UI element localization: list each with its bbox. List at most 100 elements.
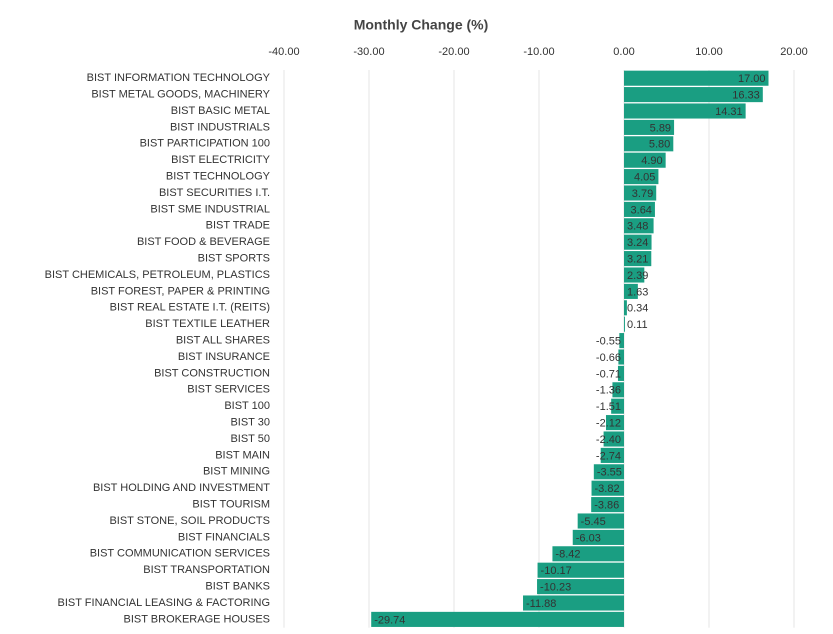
y-tick-label: BIST TOURISM [192,499,270,511]
data-label: 3.48 [627,221,648,233]
y-tick-label: BIST 30 [230,417,270,429]
data-label: -10.17 [541,565,572,577]
y-tick-label: BIST 100 [224,400,270,412]
y-tick-label: BIST METAL GOODS, MACHINERY [91,89,270,101]
y-tick-label: BIST SECURITIES I.T. [159,187,270,199]
data-label: -5.45 [581,516,606,528]
bar [593,464,624,480]
x-tick-label: -10.00 [523,46,554,58]
data-label: 16.33 [732,90,760,102]
x-tick-label: 10.00 [695,46,723,58]
data-label: 1.63 [627,286,648,298]
data-label: 3.21 [627,254,648,266]
bar [591,480,624,496]
y-tick-label: BIST REAL ESTATE I.T. (REITS) [110,302,270,314]
y-tick-label: BIST TECHNOLOGY [166,171,271,183]
data-label: 14.31 [715,106,743,118]
bar [624,283,638,299]
y-tick-label: BIST BROKERAGE HOUSES [123,613,270,625]
bar [537,579,624,595]
y-tick-label: BIST INSURANCE [178,351,270,363]
y-tick-label: BIST COMMUNICATION SERVICES [90,548,270,560]
bar [624,169,659,185]
data-label: 3.24 [627,237,648,249]
data-label: 5.89 [650,122,671,134]
y-tick-label: BIST HOLDING AND INVESTMENT [93,482,270,494]
bar [577,513,624,529]
y-tick-label: BIST BANKS [205,581,270,593]
bar [624,136,674,152]
data-label: 0.34 [627,303,648,315]
data-label: -2.40 [596,434,621,446]
x-tick-label: -30.00 [353,46,384,58]
bar [572,529,624,545]
bar [619,333,624,349]
data-label: 3.64 [631,204,652,216]
bar [624,300,627,316]
data-label: -3.86 [594,500,619,512]
y-tick-label: BIST TRANSPORTATION [143,564,270,576]
y-tick-label: BIST 50 [230,433,270,445]
data-label: -3.82 [595,483,620,495]
data-label: 2.39 [627,270,648,282]
x-tick-label: 0.00 [613,46,634,58]
bar [624,70,769,86]
bar [624,316,625,332]
y-tick-label: BIST PARTICIPATION 100 [140,138,270,150]
bar [624,152,666,168]
data-label: 17.00 [738,73,766,85]
data-label: 5.80 [649,139,670,151]
y-tick-label: BIST TEXTILE LEATHER [145,318,270,330]
chart-title: Monthly Change (%) [354,17,489,33]
bar [617,365,624,381]
y-tick-label: BIST INDUSTRIALS [170,121,270,133]
data-label: -11.88 [526,598,556,610]
y-tick-label: BIST SME INDUSTRIAL [150,203,270,215]
y-tick-label: BIST BASIC METAL [171,105,270,117]
bar [523,595,624,611]
bar [537,562,624,578]
y-tick-label: BIST SPORTS [198,253,270,265]
bar [591,497,624,513]
bar [624,185,657,201]
y-tick-label: BIST FOREST, PAPER & PRINTING [91,285,270,297]
data-label: -8.42 [555,549,580,561]
data-label: -1.51 [596,401,621,413]
bar [552,546,624,562]
bar [624,267,645,283]
y-tick-label: BIST STONE, SOIL PRODUCTS [109,515,270,527]
y-tick-label: BIST ALL SHARES [176,335,270,347]
data-label: -2.12 [596,418,621,430]
data-label: -0.71 [596,368,621,380]
bar [624,251,652,267]
bar [624,103,746,119]
data-label: 4.05 [634,172,655,184]
bar [624,201,655,217]
data-label: 4.90 [641,155,662,167]
bar [603,431,624,447]
data-label: -10.23 [540,582,571,594]
y-tick-label: BIST ELECTRICITY [171,154,270,166]
bar [618,349,624,365]
y-tick-label: BIST SERVICES [187,384,270,396]
x-tick-label: -20.00 [438,46,469,58]
y-tick-label: BIST FINANCIALS [178,531,270,543]
bar [624,119,675,135]
data-label: 3.79 [632,188,653,200]
data-label: -0.55 [596,336,621,348]
data-label: -6.03 [576,532,601,544]
bar [600,447,624,463]
x-tick-label: -40.00 [268,46,299,58]
bar [612,382,624,398]
bar [624,87,763,103]
data-label: -1.36 [596,385,621,397]
y-tick-label: BIST TRADE [206,220,270,232]
bar [624,218,654,234]
data-label: -0.66 [596,352,621,364]
bar [371,611,624,627]
y-tick-label: BIST INFORMATION TECHNOLOGY [87,72,271,84]
bar [624,234,652,250]
y-tick-label: BIST FINANCIAL LEASING & FACTORING [57,597,270,609]
y-tick-label: BIST MAIN [215,449,270,461]
